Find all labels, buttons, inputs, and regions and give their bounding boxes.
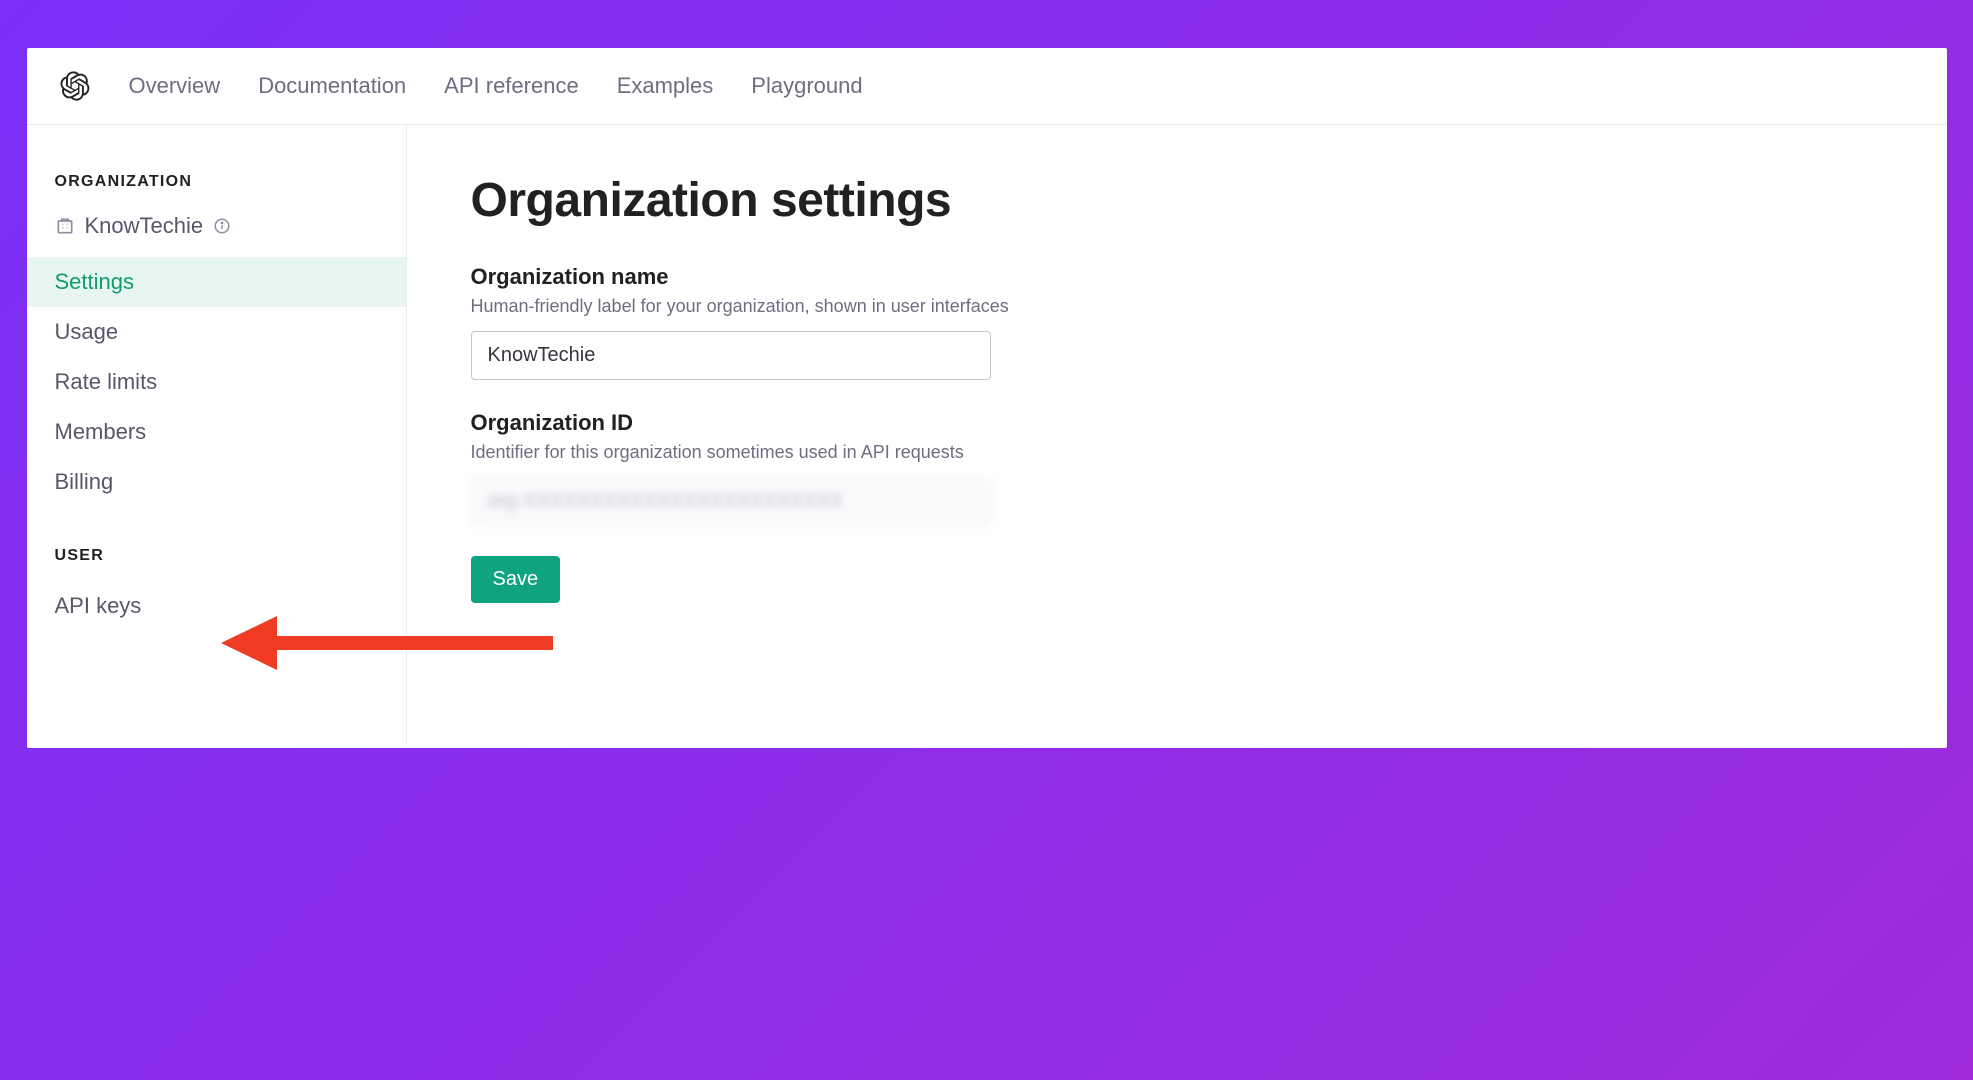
org-name-input[interactable] (471, 331, 991, 380)
save-button[interactable]: Save (471, 556, 561, 603)
app-window: Overview Documentation API reference Exa… (27, 48, 1947, 748)
org-id-value: org-XXXXXXXXXXXXXXXXXXXXXXXX (471, 477, 991, 526)
body-layout: ORGANIZATION KnowTechie Settings Usage R… (27, 125, 1947, 745)
main-content: Organization settings Organization name … (407, 125, 1947, 745)
topnav-playground[interactable]: Playground (751, 73, 862, 99)
topnav-api-reference[interactable]: API reference (444, 73, 579, 99)
sidebar-section-user: USER (27, 547, 406, 581)
top-nav: Overview Documentation API reference Exa… (27, 48, 1947, 125)
sidebar-item-billing[interactable]: Billing (27, 457, 406, 507)
org-id-field: Organization ID Identifier for this orga… (471, 410, 1883, 526)
building-icon (55, 216, 75, 236)
org-name-label: Organization name (471, 264, 1883, 290)
sidebar: ORGANIZATION KnowTechie Settings Usage R… (27, 125, 407, 745)
org-selector[interactable]: KnowTechie (27, 207, 406, 257)
sidebar-section-organization: ORGANIZATION (27, 173, 406, 207)
info-icon[interactable] (213, 217, 231, 235)
sidebar-item-rate-limits[interactable]: Rate limits (27, 357, 406, 407)
topnav-examples[interactable]: Examples (617, 73, 714, 99)
sidebar-item-members[interactable]: Members (27, 407, 406, 457)
topnav-overview[interactable]: Overview (129, 73, 221, 99)
org-name-help: Human-friendly label for your organizati… (471, 296, 1883, 317)
org-name-field: Organization name Human-friendly label f… (471, 264, 1883, 380)
topnav-documentation[interactable]: Documentation (258, 73, 406, 99)
org-id-label: Organization ID (471, 410, 1883, 436)
openai-logo-icon (59, 70, 91, 102)
org-name-label: KnowTechie (85, 213, 204, 239)
sidebar-item-usage[interactable]: Usage (27, 307, 406, 357)
org-id-help: Identifier for this organization sometim… (471, 442, 1883, 463)
page-title: Organization settings (471, 173, 1883, 228)
sidebar-item-api-keys[interactable]: API keys (27, 581, 406, 631)
sidebar-item-settings[interactable]: Settings (27, 257, 406, 307)
